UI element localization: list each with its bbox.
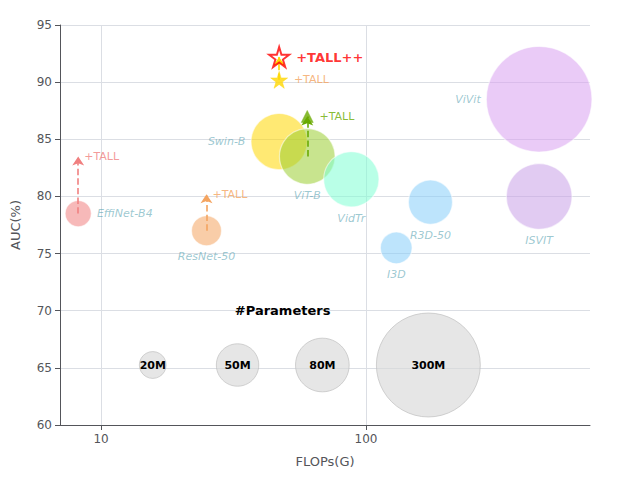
svg-text:80M: 80M <box>309 359 335 372</box>
svg-text:95: 95 <box>37 18 52 32</box>
svg-text:ResNet-50: ResNet-50 <box>178 250 235 263</box>
svg-text:+TALL++: +TALL++ <box>296 50 363 65</box>
svg-text:100: 100 <box>355 432 378 446</box>
svg-text:90: 90 <box>37 75 52 89</box>
svg-text:VidTr: VidTr <box>337 212 366 225</box>
svg-text:ViVit: ViVit <box>455 93 481 106</box>
svg-text:+TALL: +TALL <box>213 188 249 201</box>
svg-text:60: 60 <box>37 418 52 432</box>
svg-text:80: 80 <box>37 189 52 203</box>
svg-text:#Parameters: #Parameters <box>235 303 331 318</box>
svg-text:70: 70 <box>37 304 52 318</box>
svg-text:I3D: I3D <box>387 268 406 281</box>
svg-text:85: 85 <box>37 132 52 146</box>
svg-text:EffiNet-B4: EffiNet-B4 <box>97 207 153 220</box>
svg-text:FLOPs(G): FLOPs(G) <box>295 454 354 469</box>
svg-text:75: 75 <box>37 247 52 261</box>
svg-text:20M: 20M <box>140 359 166 372</box>
svg-text:ISVIT: ISVIT <box>525 234 554 247</box>
svg-text:+TALL: +TALL <box>320 110 356 123</box>
svg-text:ViT-B: ViT-B <box>294 189 321 202</box>
svg-text:Swin-B: Swin-B <box>208 135 246 148</box>
svg-text:65: 65 <box>37 361 52 375</box>
svg-text:R3D-50: R3D-50 <box>410 229 451 242</box>
svg-text:50M: 50M <box>224 359 250 372</box>
svg-text:300M: 300M <box>411 359 445 372</box>
svg-text:AUC(%): AUC(%) <box>8 200 23 250</box>
svg-text:+TALL: +TALL <box>294 73 330 86</box>
svg-text:10: 10 <box>93 432 108 446</box>
svg-text:+TALL: +TALL <box>84 150 120 163</box>
